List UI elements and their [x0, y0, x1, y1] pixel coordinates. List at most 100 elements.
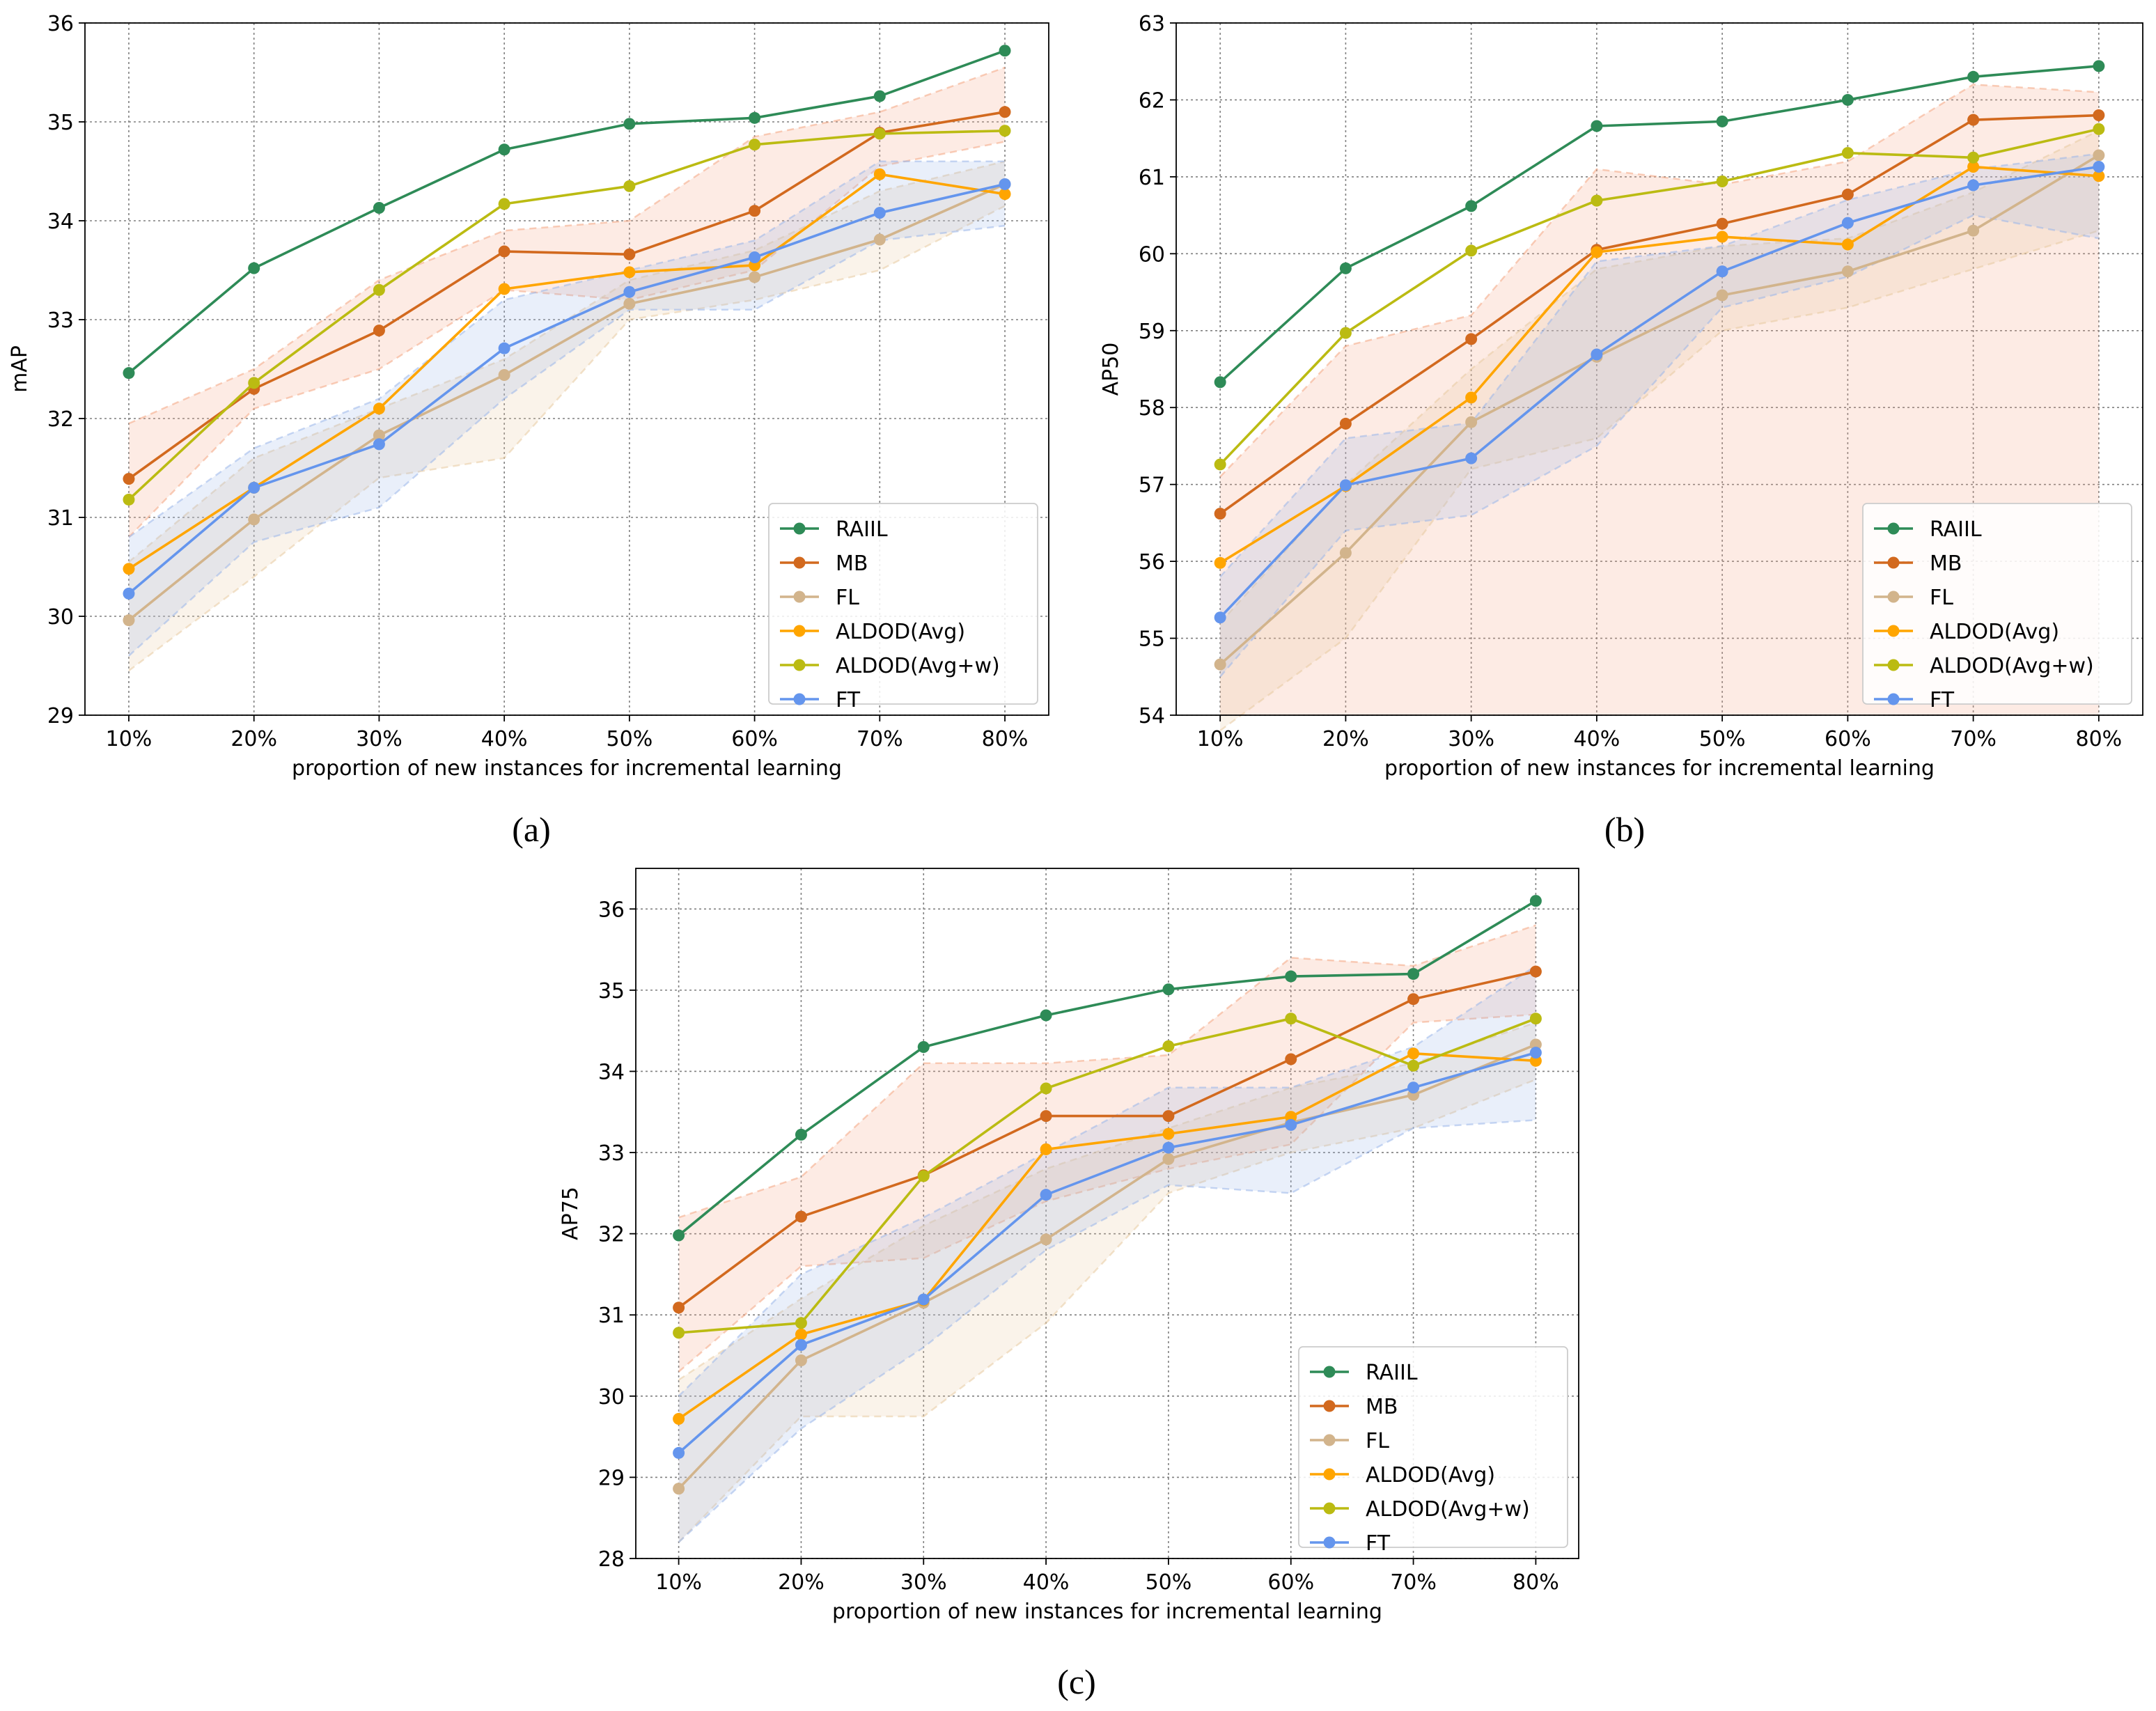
y-tick-label: 32 — [47, 407, 74, 432]
data-point-aldod-avg — [873, 168, 886, 180]
y-tick-label: 59 — [1139, 320, 1165, 344]
data-point-aldod-avg — [1214, 556, 1226, 569]
data-point-fl — [1214, 658, 1226, 671]
legend: RAIIL MB FL ALDOD(Avg) ALDOD(Avg+w) FT — [768, 503, 1038, 712]
y-tick-label: 62 — [1139, 88, 1165, 113]
data-point-fl — [795, 1354, 807, 1367]
data-point-fl — [873, 233, 886, 246]
band-edge-lower — [678, 1119, 1536, 1543]
band-edge-lower — [1219, 214, 2100, 678]
legend-label: FT — [1366, 1531, 1391, 1556]
data-point-aldod-avg-w — [795, 1317, 807, 1329]
data-point-aldod-avg-w — [373, 283, 385, 296]
y-tick-label: 30 — [598, 1385, 625, 1409]
series-line-aldod-avg-w — [678, 1017, 1537, 1334]
legend-label: RAIIL — [1366, 1361, 1418, 1385]
data-point-mb — [1285, 1053, 1297, 1065]
data-point-aldod-avg-w — [1339, 327, 1352, 339]
y-tick-label: 58 — [1139, 396, 1165, 421]
y-tick-label: 57 — [1139, 474, 1165, 498]
series-line-fl — [678, 1043, 1537, 1490]
x-tick-label: 10% — [655, 1570, 702, 1595]
legend-label: ALDOD(Avg+w) — [836, 654, 1000, 678]
legend-label: FT — [1930, 688, 1955, 712]
data-point-raiil — [917, 1040, 930, 1053]
legend-swatch-marker — [1887, 522, 1900, 535]
x-axis-label: proportion of new instances for incremen… — [292, 756, 842, 781]
x-axis-label: proportion of new instances for incremen… — [1384, 756, 1935, 781]
data-point-aldod-avg-w — [623, 180, 636, 192]
series-line-aldod-avg — [678, 1052, 1536, 1420]
panel-a: 10% 20% 30% 40% 50% 60% 70% 80% 29 30 31 32 33 34 35 36… — [8, 12, 1049, 849]
data-point-raiil — [373, 202, 385, 214]
band-edge-upper — [128, 66, 1006, 425]
data-point-fl — [373, 429, 385, 442]
x-tick-label: 20% — [1322, 727, 1369, 751]
series-line-aldod-avg — [127, 173, 1006, 570]
legend-swatch-marker — [1887, 556, 1900, 569]
y-tick-label: 35 — [47, 111, 74, 135]
legend-swatch-marker — [1323, 1536, 1336, 1549]
data-point-aldod-avg-w — [1214, 458, 1226, 471]
data-point-mb — [1841, 188, 1854, 201]
data-point-mb — [498, 245, 510, 258]
data-point-raiil — [248, 262, 260, 274]
y-tick-label: 31 — [598, 1304, 625, 1328]
data-point-mb — [1529, 965, 1542, 978]
data-point-raiil — [498, 143, 510, 156]
band-edge-lower — [678, 1078, 1536, 1543]
data-point-raiil — [1591, 120, 1603, 132]
legend-swatch-marker — [793, 625, 806, 637]
data-point-aldod-avg — [373, 403, 385, 415]
x-tick-label: 80% — [982, 727, 1029, 751]
legend-swatch-marker — [1887, 625, 1900, 637]
x-tick-label: 10% — [106, 727, 153, 751]
data-point-raiil — [1465, 200, 1478, 212]
confidence-band — [128, 161, 1006, 656]
data-point-mb — [1716, 217, 1728, 230]
series-line-fl — [127, 182, 1006, 622]
data-point-ft — [1339, 479, 1352, 492]
series-line-raiil — [1219, 65, 2099, 384]
data-point-ft — [1407, 1081, 1420, 1094]
data-point-aldod-avg — [1529, 1054, 1542, 1067]
data-point-ft — [1967, 179, 1980, 192]
series-line-mb — [1219, 114, 2099, 515]
x-tick-label: 70% — [1390, 1570, 1437, 1595]
y-tick-label: 61 — [1139, 166, 1165, 190]
x-tick-label: 70% — [857, 727, 903, 751]
data-point-raiil — [1214, 376, 1226, 389]
data-point-raiil — [873, 90, 886, 102]
legend-swatch-marker — [1323, 1366, 1336, 1378]
band-edge-lower — [128, 205, 1006, 672]
data-point-ft — [1529, 1047, 1542, 1059]
legend-swatch-marker — [1887, 591, 1900, 603]
data-point-aldod-avg — [1465, 391, 1478, 404]
band-edge-upper — [678, 964, 1537, 1397]
series-line-ft — [678, 1051, 1536, 1454]
data-point-ft — [795, 1338, 807, 1351]
data-point-aldod-avg-w — [1407, 1059, 1420, 1072]
legend-label: RAIIL — [1930, 517, 1982, 542]
legend-label: ALDOD(Avg+w) — [1366, 1497, 1530, 1522]
band-edge-lower — [128, 141, 1006, 538]
series-line-aldod-avg-w — [1219, 127, 2100, 466]
data-point-ft — [248, 481, 260, 494]
y-tick-label: 34 — [598, 1060, 625, 1084]
legend-label: FL — [1366, 1429, 1389, 1453]
data-point-fl — [673, 1483, 685, 1495]
panel-b: 10% 20% 30% 40% 50% 60% 70% 80% 54 55 56 57 58 59 60 61… — [1099, 12, 2143, 849]
data-point-aldod-avg — [1162, 1127, 1175, 1140]
data-point-aldod-avg — [795, 1328, 807, 1341]
y-tick-label: 30 — [47, 605, 74, 630]
data-point-fl — [623, 297, 636, 310]
legend-swatch-marker — [793, 522, 806, 535]
plot-frame — [1175, 22, 2143, 716]
x-tick-label: 80% — [2076, 727, 2123, 751]
series-line-aldod-avg-w — [127, 129, 1006, 501]
data-point-ft — [123, 587, 135, 600]
data-point-fl — [1841, 265, 1854, 278]
data-point-ft — [1591, 348, 1603, 361]
data-point-raiil — [795, 1128, 807, 1141]
y-tick-label: 29 — [598, 1466, 625, 1490]
